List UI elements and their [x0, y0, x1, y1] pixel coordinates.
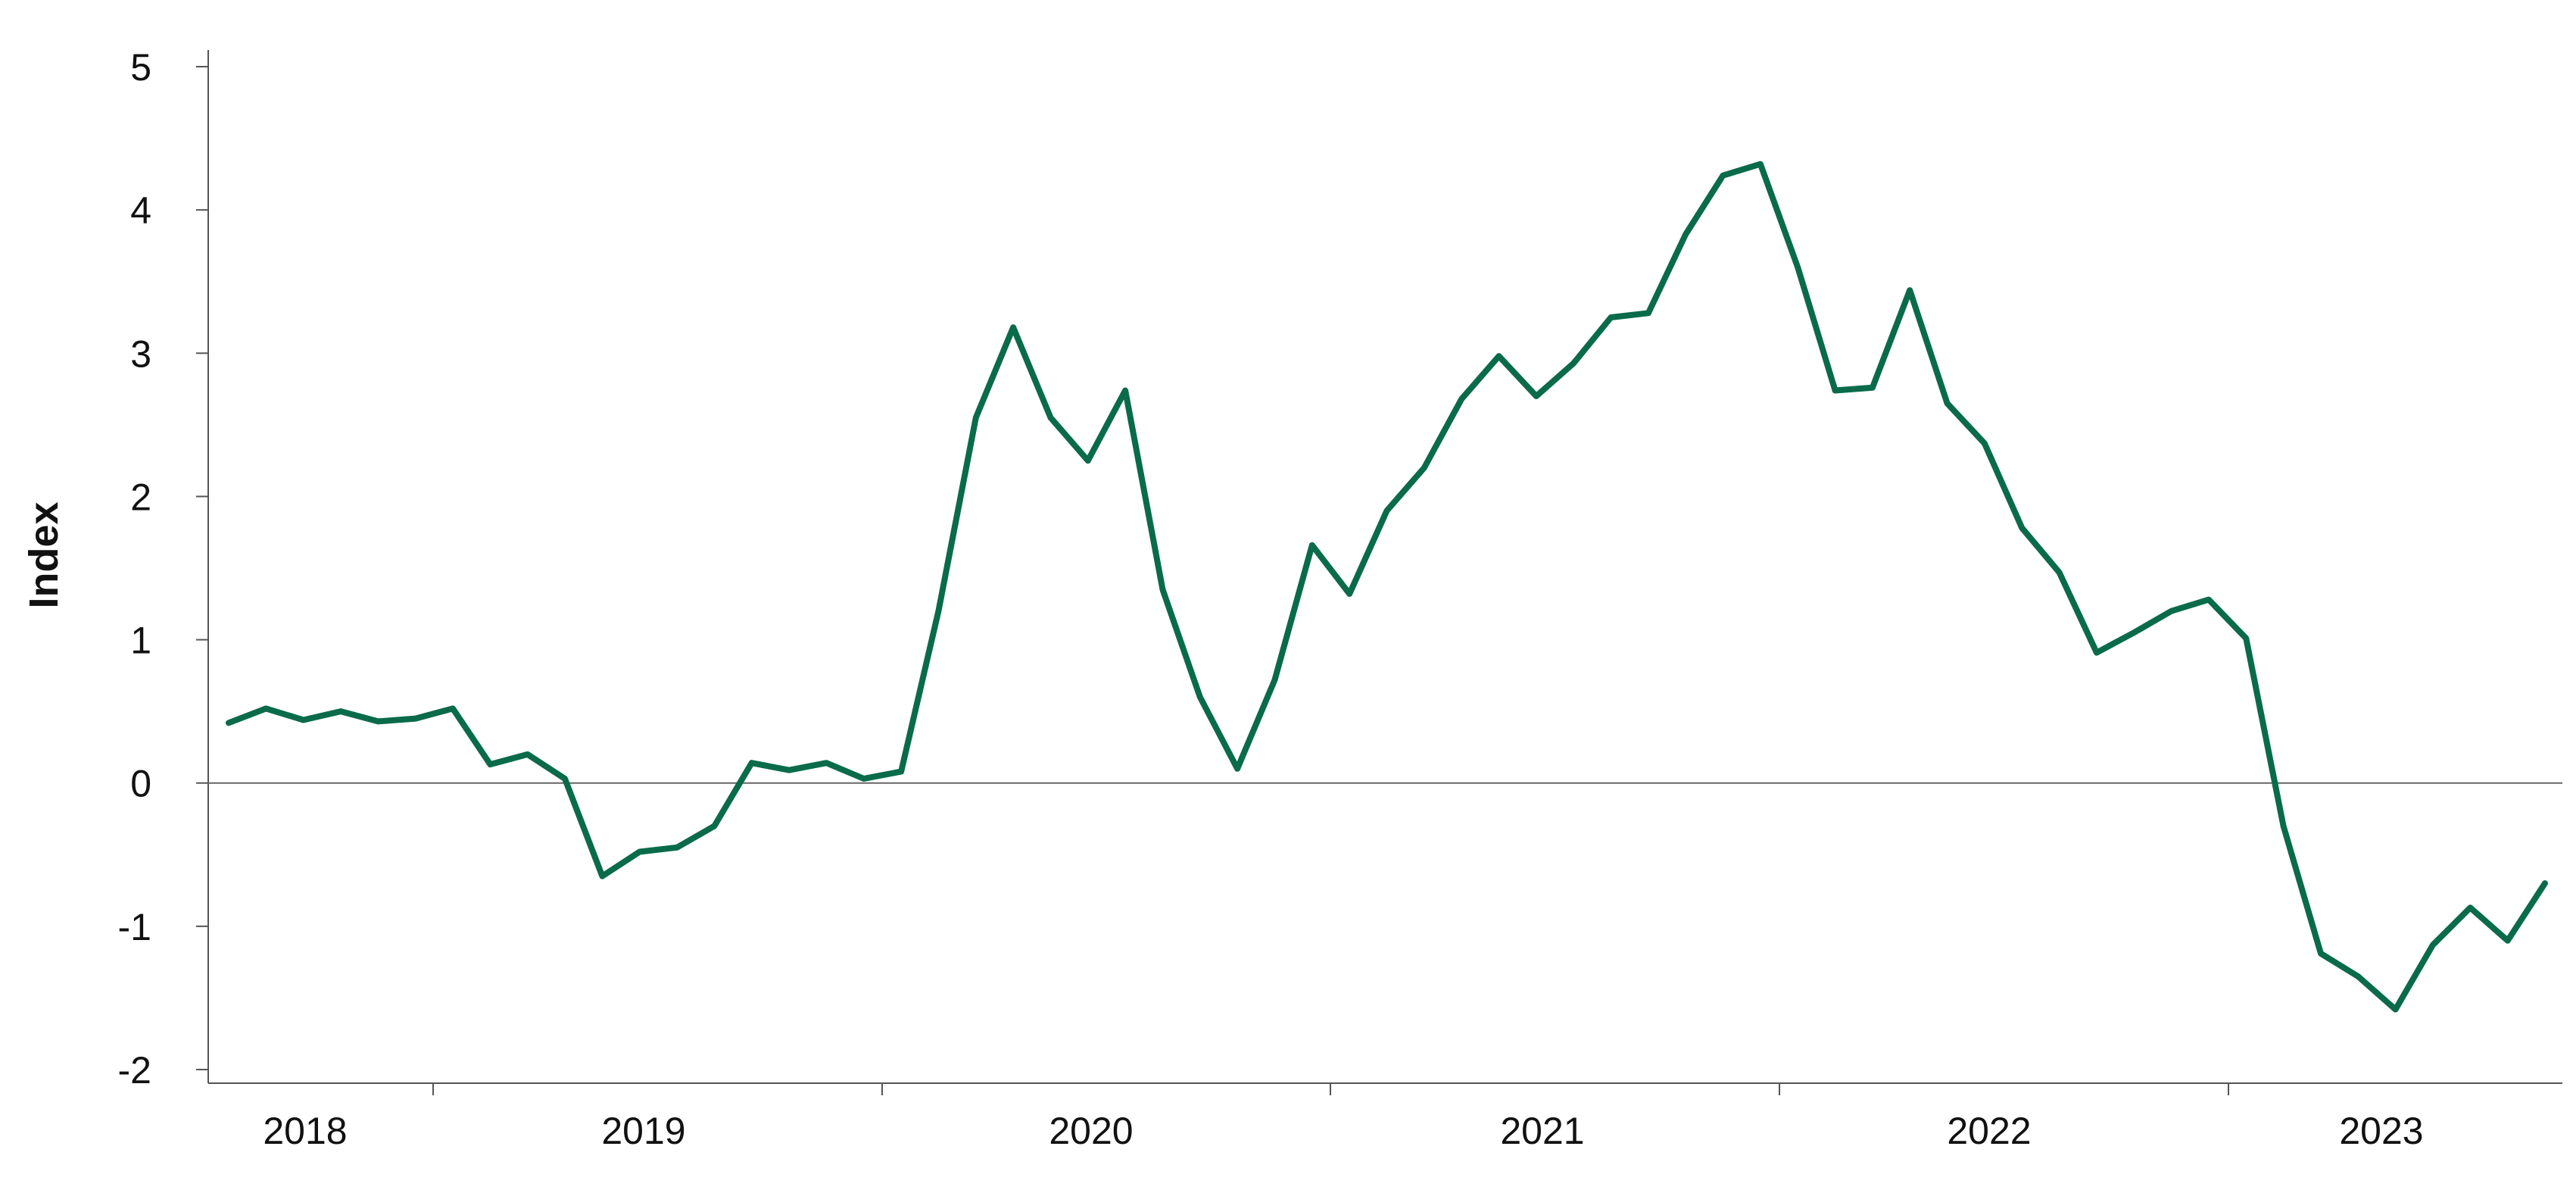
x-tick-label: 2020: [1049, 1110, 1133, 1152]
y-axis-title: Index: [21, 501, 67, 608]
y-tick-label: 5: [130, 46, 151, 89]
y-tick-label: 1: [130, 620, 151, 662]
series-group: [226, 161, 2548, 1013]
x-tick-label: 2019: [601, 1110, 685, 1152]
series-line-0: [226, 161, 2548, 1013]
x-axis: 2018 2019 2020 2021 2022 2023: [208, 1082, 2562, 1152]
x-tick-label: 2023: [2339, 1110, 2423, 1152]
x-tick-label: 2018: [263, 1110, 347, 1152]
y-axis: 5 4 3 2 1 0 -1 -2: [118, 46, 209, 1092]
y-tick-label: 2: [130, 476, 151, 518]
x-tick-label: 2022: [1947, 1110, 2031, 1152]
y-tick-label: -2: [118, 1049, 151, 1092]
y-tick-label: -1: [118, 906, 151, 948]
x-tick-label: 2021: [1500, 1110, 1584, 1152]
y-tick-label: 4: [130, 189, 151, 232]
y-tick-label: 3: [130, 333, 151, 375]
y-tick-label: 0: [130, 763, 151, 805]
